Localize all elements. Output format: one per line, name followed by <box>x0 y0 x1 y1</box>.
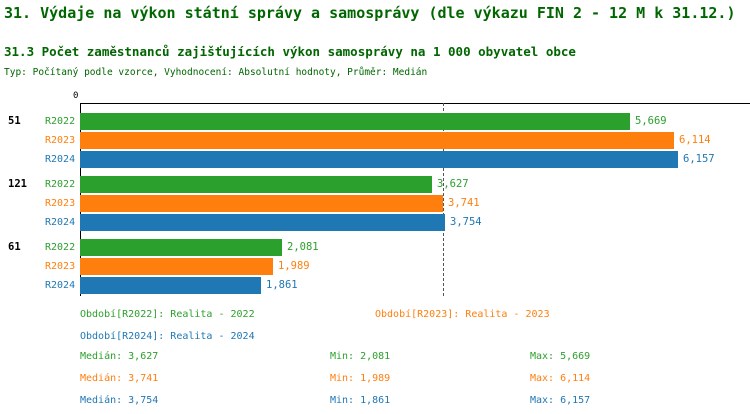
series-label: R2023 <box>45 261 76 272</box>
bar-row: R2024 1,861 <box>0 277 750 294</box>
chart-subtitle: 31.3 Počet zaměstnanců zajišťujících výk… <box>4 44 576 59</box>
series-label: R2022 <box>45 242 76 253</box>
series-label: R2023 <box>45 135 76 146</box>
legend-item-r2024: Období[R2024]: Realita - 2024 <box>80 331 255 342</box>
bar-61-R2023 <box>80 258 273 275</box>
bar-value-label: 3,754 <box>450 216 482 228</box>
bar-value-label: 6,157 <box>683 153 715 165</box>
group-label: 121 <box>8 178 27 190</box>
bar-51-R2023 <box>80 132 674 149</box>
group-label: 61 <box>8 241 21 253</box>
bar-row: R2023 3,741 <box>0 195 750 212</box>
series-label: R2023 <box>45 198 76 209</box>
bar-row: R2024 3,754 <box>0 214 750 231</box>
series-label: R2024 <box>45 280 76 291</box>
stat-min-r2023: Min: 1,989 <box>330 373 391 384</box>
stat-max-r2022: Max: 5,669 <box>530 351 591 362</box>
bar-row: R2023 6,114 <box>0 132 750 149</box>
median-line <box>443 103 444 296</box>
series-label: R2024 <box>45 154 76 165</box>
bar-51-R2022 <box>80 113 630 130</box>
group-label: 51 <box>8 115 21 127</box>
bar-row: R2023 1,989 <box>0 258 750 275</box>
bar-row: R2024 6,157 <box>0 151 750 168</box>
bar-row: 61 R2022 2,081 <box>0 239 750 256</box>
chart-title: 31. Výdaje na výkon státní správy a samo… <box>4 4 736 22</box>
legend-item-r2022: Období[R2022]: Realita - 2022 <box>80 309 255 320</box>
bar-value-label: 6,114 <box>679 134 711 146</box>
stat-min-r2024: Min: 1,861 <box>330 395 391 406</box>
bar-121-R2024 <box>80 214 445 231</box>
stat-median-r2024: Medián: 3,754 <box>80 395 159 406</box>
bar-61-R2024 <box>80 277 261 294</box>
series-label: R2022 <box>45 116 76 127</box>
bar-value-label: 2,081 <box>287 241 319 253</box>
stat-max-r2024: Max: 6,157 <box>530 395 591 406</box>
bar-121-R2022 <box>80 176 432 193</box>
stat-median-r2023: Medián: 3,741 <box>80 373 159 384</box>
bar-row: 121 R2022 3,627 <box>0 176 750 193</box>
bar-51-R2024 <box>80 151 678 168</box>
bar-value-label: 1,861 <box>266 279 298 291</box>
bar-value-label: 5,669 <box>635 115 667 127</box>
stat-max-r2023: Max: 6,114 <box>530 373 591 384</box>
series-label: R2022 <box>45 179 76 190</box>
bar-121-R2023 <box>80 195 443 212</box>
stat-median-r2022: Medián: 3,627 <box>80 351 159 362</box>
stat-min-r2022: Min: 2,081 <box>330 351 391 362</box>
plot-area: 0 51 R2022 5,669 R2023 6,114 R2024 6,157 121 R20… <box>0 91 750 299</box>
series-label: R2024 <box>45 217 76 228</box>
axis-origin-label: 0 <box>73 91 79 101</box>
chart-meta-line: Typ: Počítaný podle vzorce, Vyhodnocení:… <box>4 67 428 78</box>
bar-value-label: 3,627 <box>437 178 469 190</box>
x-axis-line <box>80 103 750 104</box>
bar-value-label: 3,741 <box>448 197 480 209</box>
bar-row: 51 R2022 5,669 <box>0 113 750 130</box>
legend-item-r2023: Období[R2023]: Realita - 2023 <box>375 309 550 320</box>
bar-61-R2022 <box>80 239 282 256</box>
bar-value-label: 1,989 <box>278 260 310 272</box>
